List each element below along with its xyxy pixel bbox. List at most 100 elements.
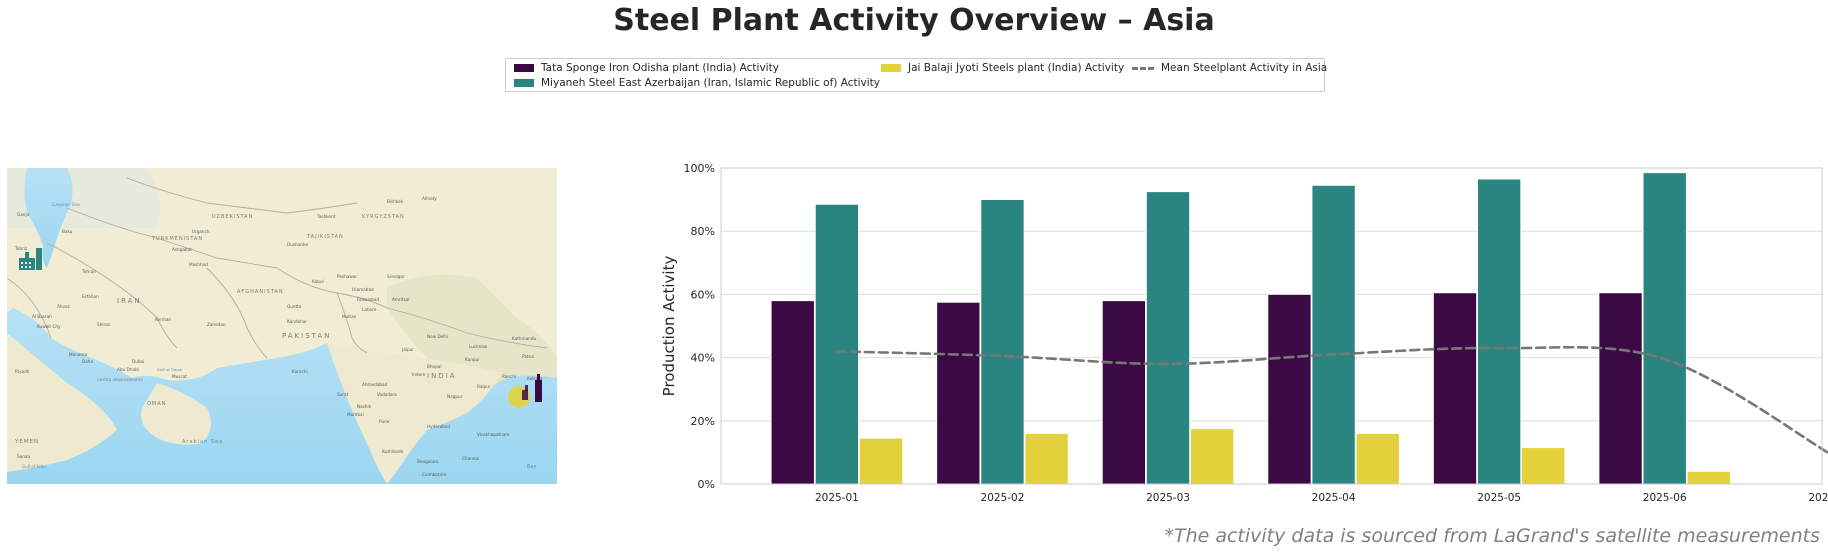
bar [936,301,981,485]
map-label-quetta: Quetta [287,304,302,309]
map-label-arabian-sea: Arabian Sea [182,439,223,445]
map-label-lucknow: Lucknow [469,344,488,349]
map-label-caspian: Caspian Sea [52,202,80,208]
chart-title: Steel Plant Activity Overview – Asia [613,3,1215,38]
map-label-gulf-aden: Gulf of Aden [22,464,47,469]
map-borders [7,177,548,359]
map-label-islamabad: Islamabad [352,287,374,292]
map-label-kyrgyzstan: KYRGYZSTAN [362,214,405,220]
map-label-afghanistan: AFGHANISTAN [237,289,284,295]
map-label-ashgabat: Ashgabat [172,247,192,252]
map-label-abu-dhabi: Abu Dhabi [117,367,139,372]
x-tick-label: 2025-02 [981,492,1025,504]
legend-item-mean: Mean Steelplant Activity in Asia [1132,61,1327,75]
map-label-sanaa: Sanaa [17,454,30,459]
map-label-basra: Al Basrah [32,314,52,319]
map-label-dushanbe: Dushanbe [287,242,309,247]
map-label-karachi: Karachi [292,369,308,374]
map-label-chennai: Chennai [462,456,479,461]
legend-item-jai-balaji: Jai Balaji Jyoti Steels plant (India) Ac… [881,61,1124,75]
map-label-muscat: Muscat [172,374,187,379]
map-label-faisalabad: Faisalabad [357,297,379,302]
legend-swatch-mean [1132,66,1154,70]
map-label-tabriz: Tabriz [14,246,28,251]
map-label-dubai: Dubai [132,359,144,364]
bar [1101,300,1146,485]
map-label-khiva: Urganch [192,229,210,234]
bar [1477,178,1522,485]
bar [1355,433,1400,485]
map-label-india: INDIA [427,372,457,380]
map-label-doha: Doha [82,359,93,364]
map-label-pune: Pune [379,419,390,424]
arabia-land [7,333,117,472]
legend-item-miyaneh: Miyaneh Steel East Azerbaijan (Iran, Isl… [514,76,880,90]
bar [1686,470,1731,485]
map-label-ahmedabad: Ahmedabad [362,382,388,387]
map-label-kuwait: Kuwait City [37,324,61,329]
caspian-sea [24,168,73,268]
legend-swatch-tata [514,64,534,72]
map-label-riyadh: Riyadh [15,369,30,374]
y-tick-label: 20% [691,415,715,428]
map-label-shiraz: Shiraz [97,322,111,327]
bar [1146,191,1190,485]
bar [1433,292,1477,485]
map-label-kandahar: Kandahar [287,319,307,324]
map-label-tehran: Tehran [81,269,96,274]
map-label-visakhapatnam: Visakhapatnam [477,432,510,437]
bar [859,437,904,485]
y-axis-label: Production Activity [660,256,678,397]
map-label-bhopal: Bhopal [427,364,441,369]
map-label-delhi: New Delhi [427,334,448,339]
legend-label-mean: Mean Steelplant Activity in Asia [1161,62,1328,74]
map-label-manama: Manama [69,352,87,357]
map-label-gulf-oman: Gulf of Oman [157,367,183,372]
india-peninsula [327,343,502,484]
plant-marker-tata [535,374,542,402]
legend-label-tata: Tata Sponge Iron Odisha plant (India) Ac… [541,62,779,74]
map-label-indore: Indore [412,372,426,377]
bars-layer [770,172,1731,485]
map-label-kabul: Kabul [312,279,324,284]
map-label-amritsar: Amritsar [392,297,410,302]
mean-layer [835,345,1828,455]
map-label-kolkata: Kolkata [527,376,543,381]
map-label-baku: Baku [62,229,73,234]
bar [1190,428,1235,485]
map-label-kanpur: Kanpur [465,357,480,362]
mean-line [835,345,1828,455]
map-labels: Caspian Sea UZBEKISTAN TURKMENISTAN KYRG… [14,196,543,477]
footnote: *The activity data is sourced from LaGra… [1164,525,1820,547]
plot-frame [720,167,1823,485]
bar [814,203,859,485]
map-label-jaipur: Jaipur [401,347,414,352]
x-tick-labels: 2025-01 2025-02 2025-03 2025-04 2025-05 2025-… [815,492,1828,504]
x-tick-label: 2025-03 [1146,492,1190,504]
map-panel: Caspian Sea UZBEKISTAN TURKMENISTAN KYRG… [7,168,557,484]
bar [1267,293,1312,485]
bar [770,300,815,485]
arabian-sea [7,308,557,484]
y-tick-label: 80% [691,225,715,238]
map-label-raipur: Raipur [477,384,491,389]
map-label-hyderabad: Hyderabad [427,424,450,429]
map-label-turkmenistan: TURKMENISTAN [151,236,203,242]
legend-label-jai-balaji: Jai Balaji Jyoti Steels plant (India) Ac… [908,62,1125,74]
map-label-mashhad: Mashhad [189,262,208,267]
bar [1642,172,1687,485]
y-tick-label: 100% [684,162,715,175]
map-label-uae: UNITED ARAB EMIRATES [97,377,143,382]
map-label-kerman: Kerman [155,317,171,322]
map-label-zahedan: Zahedan [207,322,226,327]
y-tick-label: 40% [691,352,715,365]
map-label-kozhikode: Kozhikode [382,449,404,454]
map-label-multan: Multan [342,314,357,319]
map-label-nagpur: Nagpur [447,394,463,399]
bar [1311,184,1356,485]
legend-item-tata: Tata Sponge Iron Odisha plant (India) Ac… [514,61,779,75]
map-label-srinagar: Srinagar [387,274,405,279]
map-label-patna: Patna [522,354,534,359]
x-tick-label: 2025-05 [1477,492,1521,504]
x-tick-label: 2025-01 [815,492,859,504]
